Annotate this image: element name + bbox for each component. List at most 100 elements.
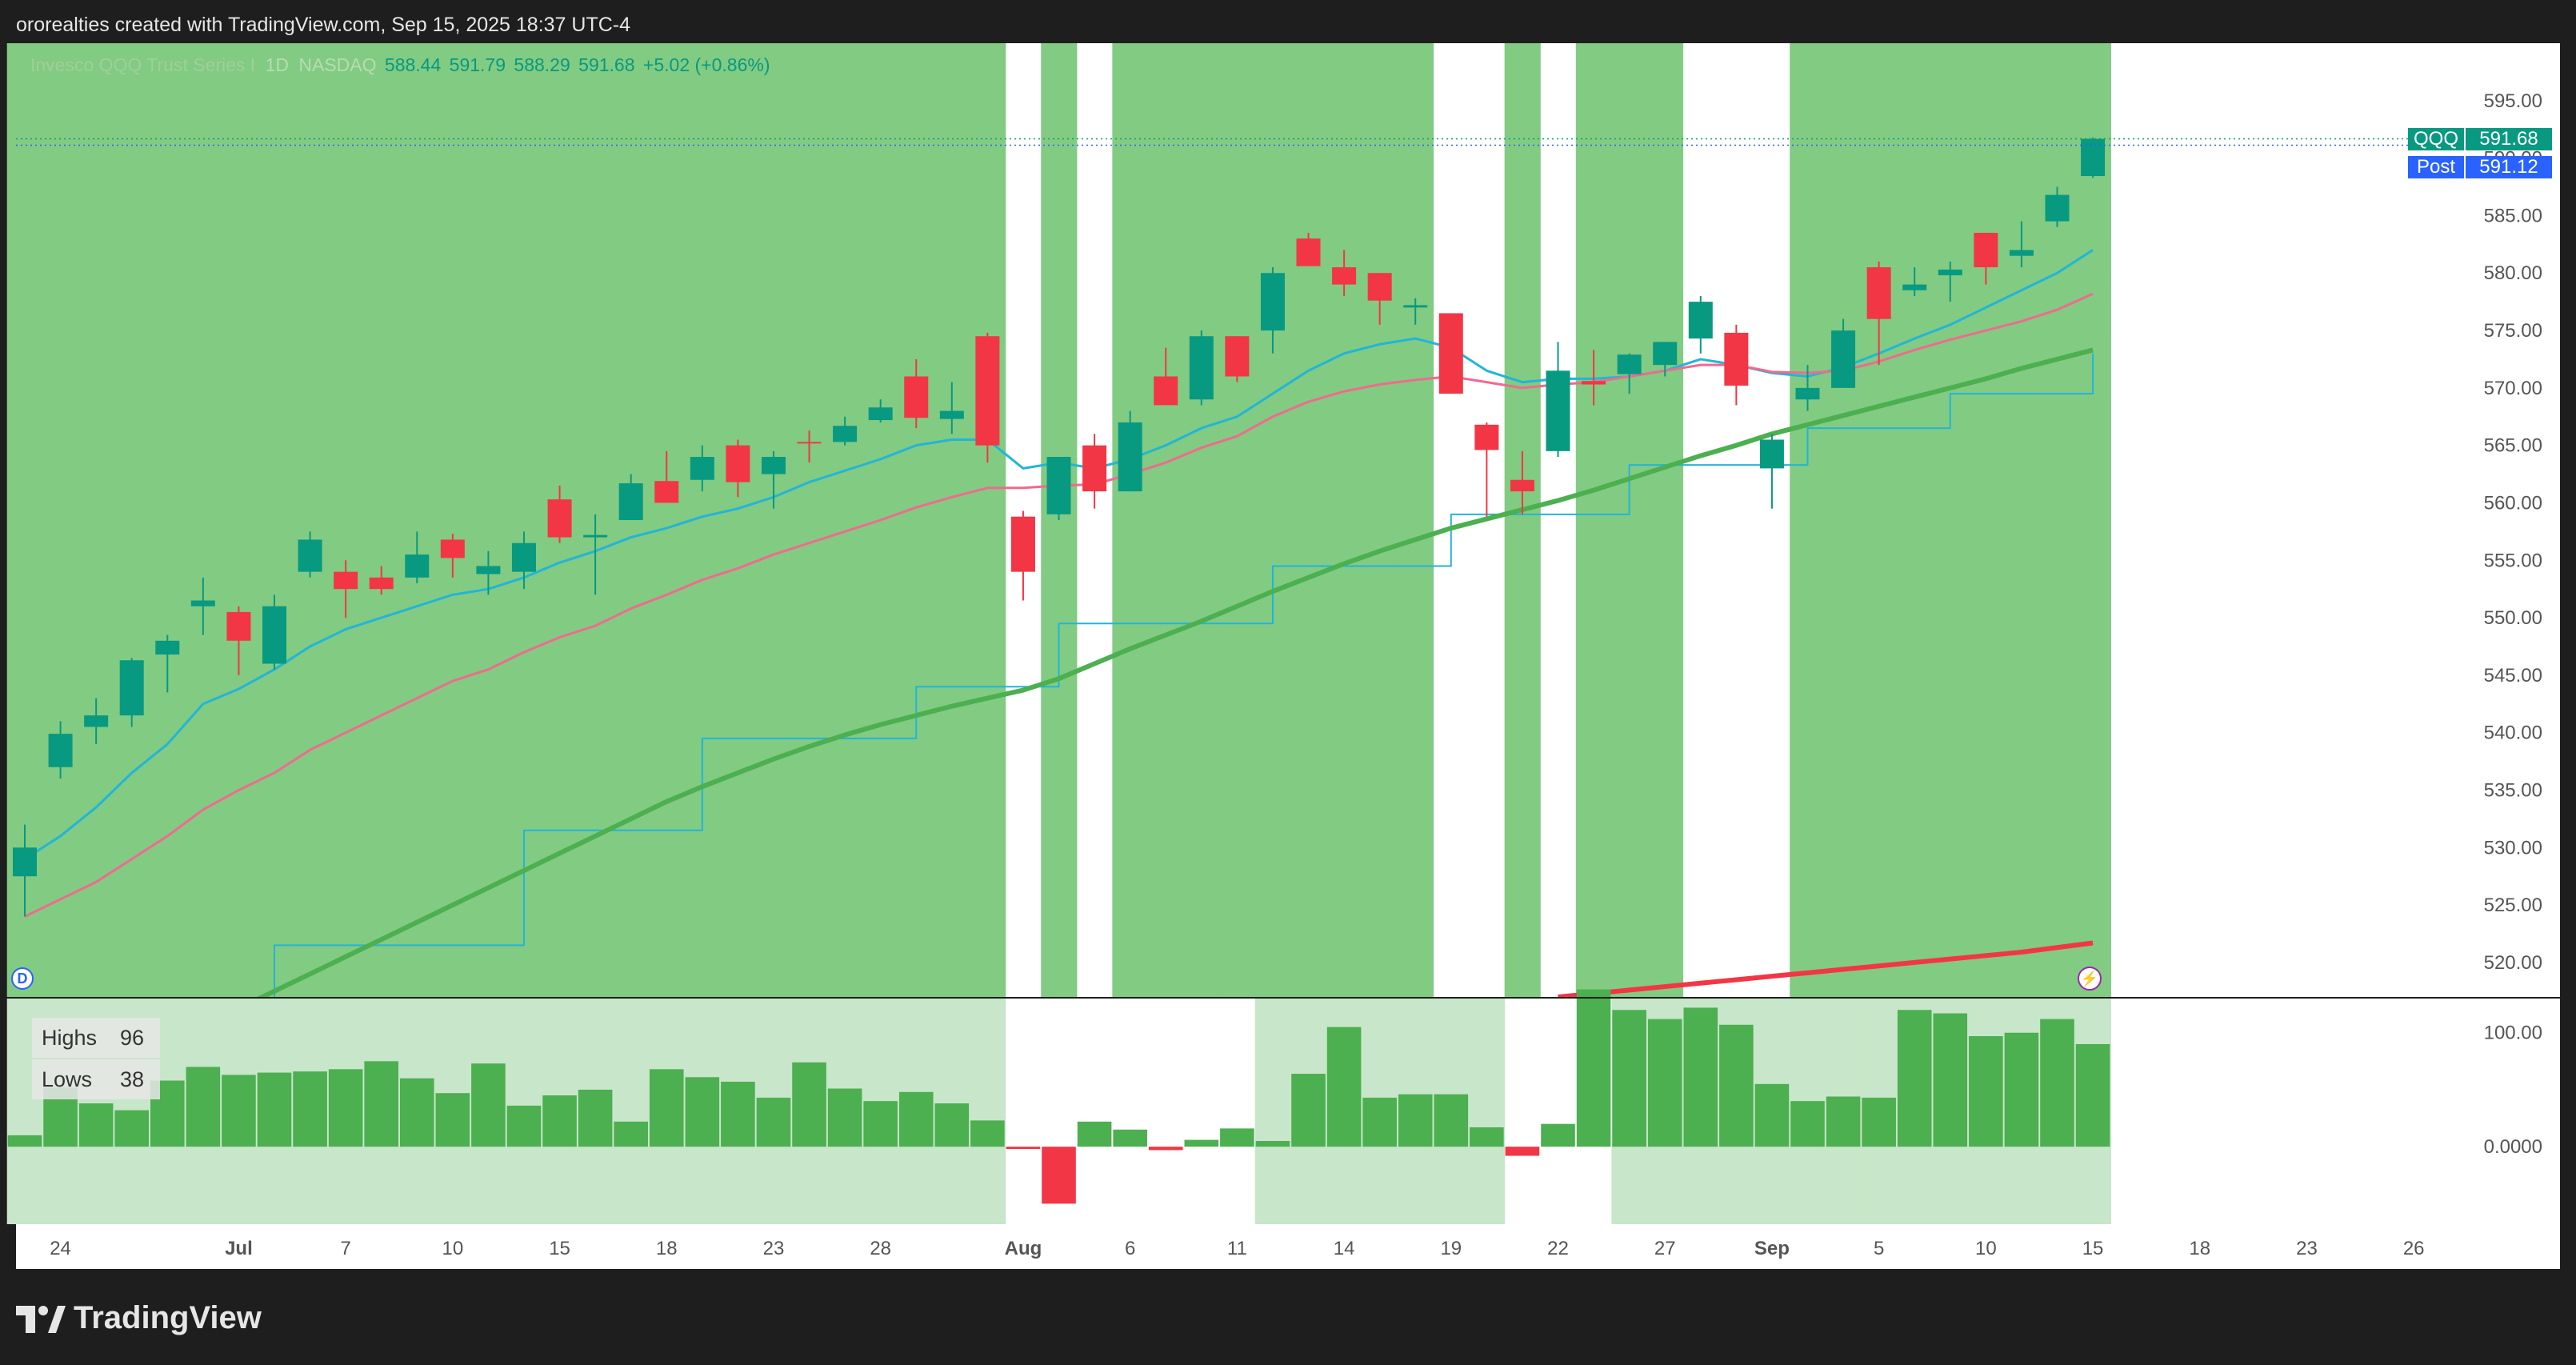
price-axis-label: 530.00 <box>2484 837 2542 859</box>
candle-body <box>1938 269 1962 276</box>
highlight-band <box>1646 43 1684 997</box>
time-axis-label: Aug <box>1005 1238 1042 1259</box>
candle <box>1724 324 1749 406</box>
breadth-bar <box>1148 1147 1183 1151</box>
breadth-highlight-band <box>970 999 1006 1224</box>
time-axis-label: 23 <box>763 1238 785 1259</box>
highlight-band <box>1575 43 1612 997</box>
candle-body <box>226 611 251 641</box>
highlight-band <box>78 43 115 997</box>
breadth-bar <box>827 1088 862 1147</box>
breadth-bar <box>1220 1128 1254 1147</box>
breadth-bar <box>1470 1127 1504 1147</box>
time-axis-label: 11 <box>1227 1238 1247 1259</box>
axes: 520.00 525.00 530.00 535.00 540.00 545.00 550.… <box>16 90 2560 1259</box>
candle <box>262 594 286 670</box>
highlight-band <box>292 43 329 997</box>
candle-body <box>2045 194 2070 222</box>
breadth-bar <box>78 1103 114 1147</box>
candle-body <box>1795 387 1820 400</box>
candle <box>1617 353 1642 394</box>
earnings-flash-icon[interactable]: ⚡ <box>2078 967 2102 991</box>
candle-body <box>1154 376 1178 406</box>
breadth-bar <box>934 1103 970 1147</box>
candle <box>2045 186 2070 227</box>
candle <box>1332 250 1357 296</box>
candle-body <box>1332 267 1357 285</box>
breadth-bar <box>649 1069 684 1147</box>
candle <box>618 474 643 520</box>
high-value: 591.79 <box>449 54 506 75</box>
candle <box>1938 261 1962 302</box>
breadth-highlight-band <box>613 999 650 1224</box>
breadth-bar <box>1790 1101 1825 1147</box>
highlight-band <box>185 43 222 997</box>
highlight-band <box>114 43 150 997</box>
highlight-band <box>791 43 828 997</box>
candle-body <box>1831 330 1856 388</box>
breadth-bar <box>2040 1019 2074 1147</box>
candle-body <box>939 410 964 419</box>
candle-body <box>1438 313 1463 394</box>
highlight-band <box>1219 43 1256 997</box>
breadth-bar <box>863 1101 898 1147</box>
time-axis-label: 7 <box>340 1238 350 1259</box>
candle <box>654 450 679 503</box>
candle <box>48 721 73 779</box>
highlight-band <box>1932 43 1969 997</box>
price-axis-label: 570.00 <box>2484 378 2542 399</box>
candle-body <box>1974 232 1998 268</box>
breadth-bar <box>1077 1121 1112 1147</box>
candle-body <box>1189 336 1214 400</box>
breadth-bar <box>1933 1013 1968 1147</box>
candle <box>761 450 786 509</box>
breadth-bar <box>364 1061 398 1147</box>
time-axis-label: 27 <box>1654 1238 1676 1259</box>
highlight-band <box>1362 43 1398 997</box>
low-value: 588.29 <box>514 54 570 75</box>
candlestick-series <box>13 137 2106 917</box>
candle-body <box>84 715 109 727</box>
breadth-bar <box>186 1067 221 1147</box>
symbol-legend[interactable]: Invesco QQQ Trust Series I 1D NASDAQ 588… <box>30 54 770 76</box>
candle-body <box>13 847 37 877</box>
breadth-bar <box>792 1062 826 1147</box>
breadth-bar <box>1897 1010 1932 1147</box>
candle-body <box>298 539 322 572</box>
breadth-bar <box>1434 1094 1469 1147</box>
breadth-bar <box>471 1063 506 1147</box>
candle <box>1759 434 1784 509</box>
candle <box>690 445 714 492</box>
candle-body <box>583 534 608 538</box>
candle-body <box>654 481 679 503</box>
last-price-tag: 591.68 <box>2466 128 2552 150</box>
candle <box>975 332 1000 463</box>
candle-body <box>547 499 572 538</box>
candle-body <box>726 445 750 482</box>
candle-body <box>797 442 822 444</box>
candle <box>369 566 394 595</box>
tradingview-logo[interactable]: TradingView <box>16 1298 262 1338</box>
candle <box>155 634 180 693</box>
breadth-bar <box>328 1069 363 1147</box>
highlight-band <box>1611 43 1648 997</box>
breadth-bar <box>1255 1141 1290 1147</box>
candle <box>1510 450 1534 514</box>
breadth-bar <box>1719 1024 1754 1147</box>
breadth-bar <box>1647 1019 1682 1147</box>
dividend-badge[interactable]: D <box>11 967 34 990</box>
highlight-band <box>1147 43 1185 997</box>
candle <box>1474 422 1499 517</box>
symbol-exchange: NASDAQ <box>298 54 377 75</box>
highlight-band <box>42 43 79 997</box>
candle-body <box>2009 250 2034 256</box>
change-value: +5.02 (+0.86%) <box>642 54 770 75</box>
breadth-bar <box>1541 1123 1575 1147</box>
session-highlight-bands <box>6 43 2111 997</box>
candle-body <box>1046 457 1071 514</box>
highlight-band <box>2074 43 2111 997</box>
candle <box>833 416 858 446</box>
breadth-bars <box>7 989 2110 1204</box>
overlay-sma-50 <box>257 347 2094 997</box>
